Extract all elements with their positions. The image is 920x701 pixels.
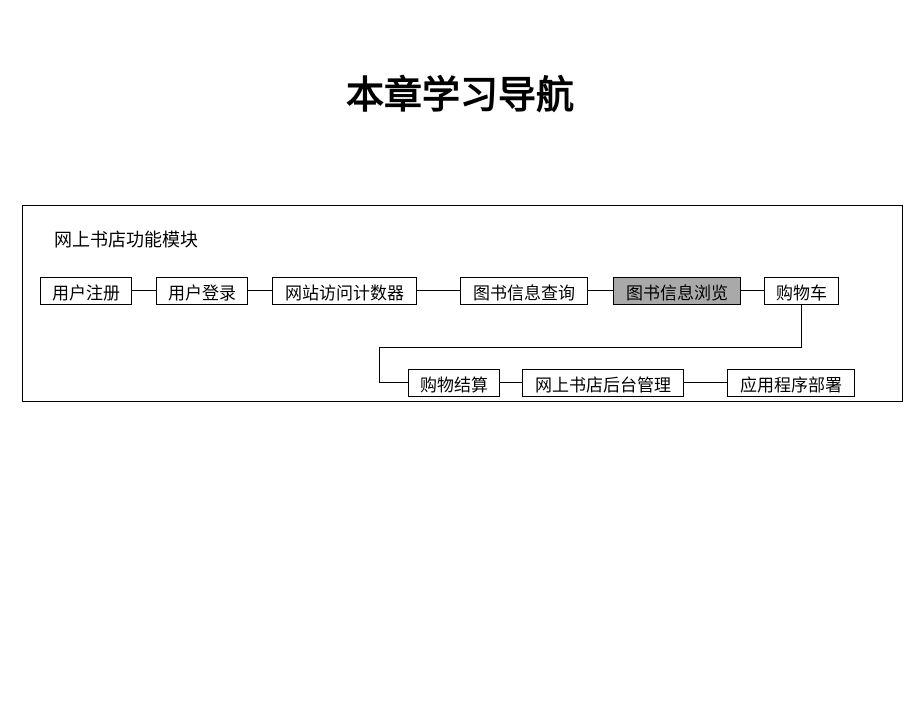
node-admin: 网上书店后台管理 — [522, 369, 684, 397]
node-deploy: 应用程序部署 — [727, 369, 855, 397]
diagram-container-label: 网上书店功能模块 — [54, 226, 198, 252]
connector — [132, 290, 156, 291]
connector — [588, 290, 613, 291]
node-user-register: 用户注册 — [40, 277, 132, 305]
connector — [248, 290, 272, 291]
page-title: 本章学习导航 — [0, 64, 920, 119]
connector — [500, 382, 522, 383]
connector — [379, 382, 408, 383]
node-visit-counter: 网站访问计数器 — [272, 277, 417, 305]
connector — [379, 347, 802, 348]
connector — [684, 382, 727, 383]
node-book-browse: 图书信息浏览 — [613, 277, 741, 305]
node-checkout: 购物结算 — [408, 369, 500, 397]
connector — [741, 290, 764, 291]
connector — [417, 290, 460, 291]
node-user-login: 用户登录 — [156, 277, 248, 305]
node-shopping-cart: 购物车 — [764, 277, 839, 305]
node-book-query: 图书信息查询 — [460, 277, 588, 305]
connector — [379, 347, 380, 383]
connector — [801, 305, 802, 347]
